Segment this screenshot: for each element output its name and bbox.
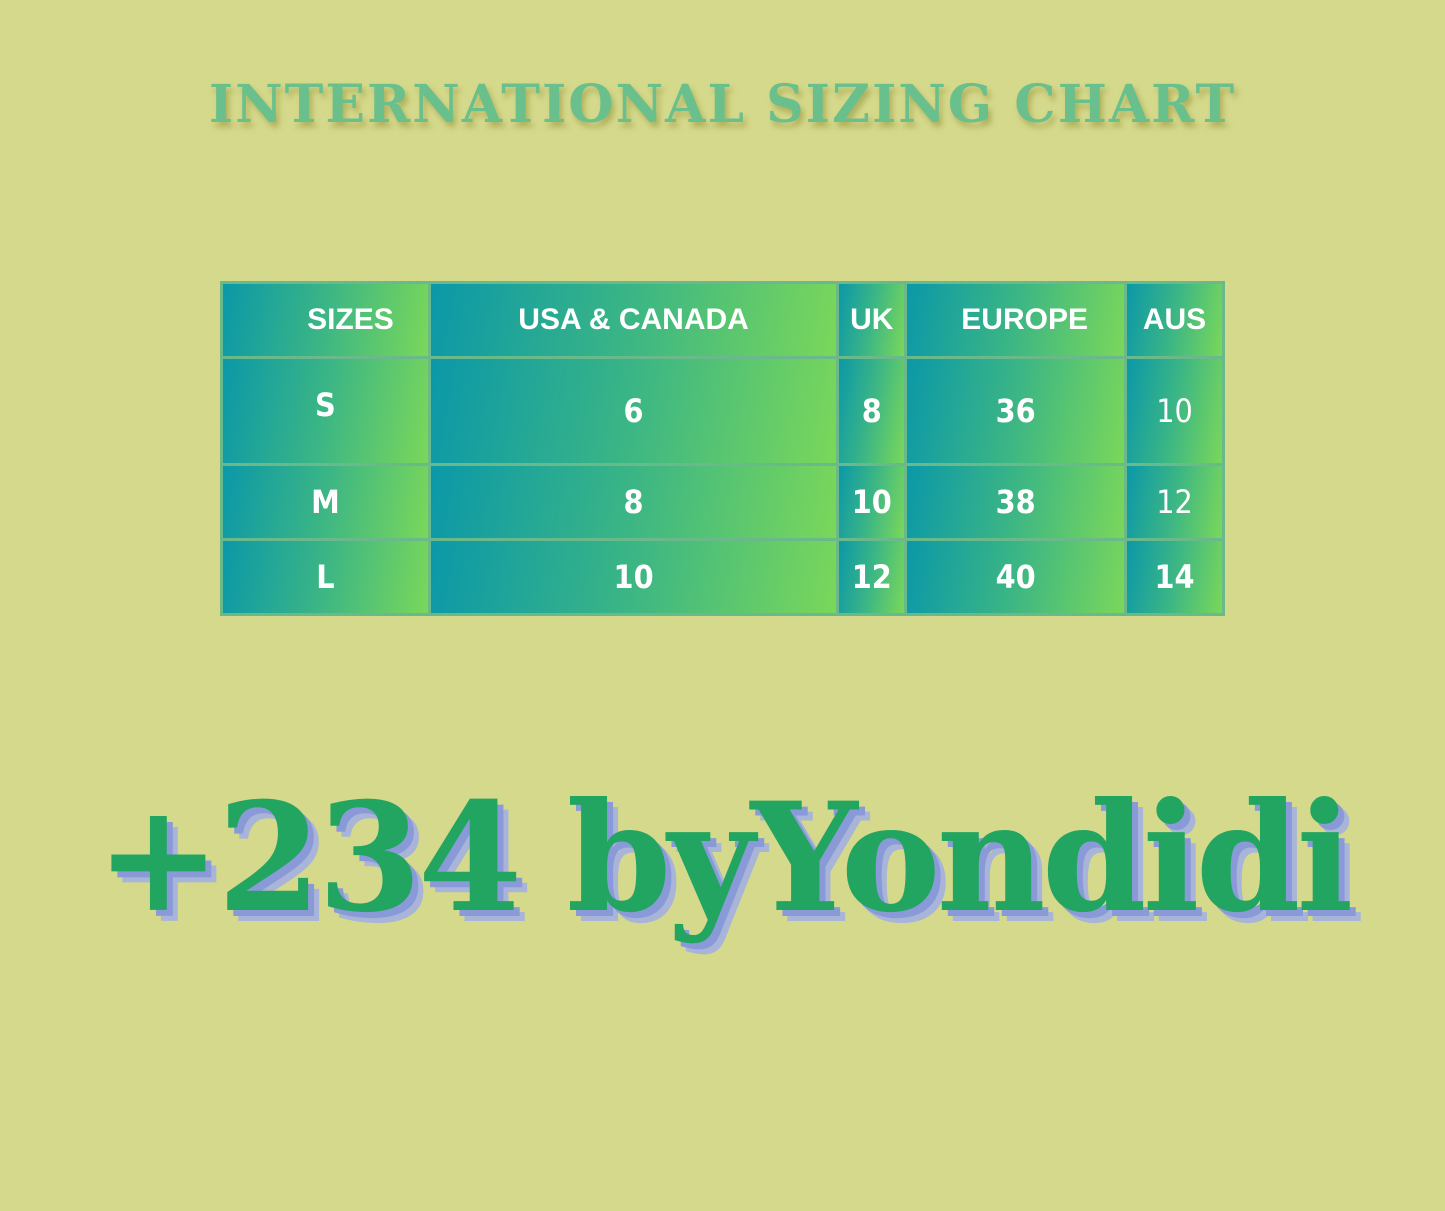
table-row: S 6 8 36 10 <box>223 359 1222 463</box>
cell: 10 <box>839 466 905 538</box>
cell: 10 <box>430 541 837 613</box>
cell: 8 <box>839 359 905 463</box>
cell: 12 <box>1127 466 1222 538</box>
sizing-table: SIZES USA & CANADA UK EUROPE AUS S 6 8 3… <box>220 281 1225 616</box>
table-header-row: SIZES USA & CANADA UK EUROPE AUS <box>223 284 1222 356</box>
cell: 12 <box>839 541 905 613</box>
cell: L <box>223 541 428 613</box>
cell: 38 <box>907 466 1125 538</box>
cell: 36 <box>907 359 1125 463</box>
cell: 14 <box>1127 541 1222 613</box>
header-aus: AUS <box>1127 284 1222 356</box>
cell: 8 <box>430 466 837 538</box>
header-sizes: SIZES <box>223 284 428 356</box>
cell: 10 <box>1127 359 1222 463</box>
header-europe: EUROPE <box>907 284 1125 356</box>
table-row: M 8 10 38 12 <box>223 466 1222 538</box>
page-title: International Sizing Chart <box>208 74 1237 135</box>
cell: 6 <box>430 359 837 463</box>
table-row: L 10 12 40 14 <box>223 541 1222 613</box>
header-usa-canada: USA & CANADA <box>430 284 837 356</box>
header-uk: UK <box>839 284 905 356</box>
cell: M <box>223 466 428 538</box>
brand-wordmark: +234 byYondidi <box>95 770 1354 946</box>
cell: S <box>223 359 428 463</box>
cell: 40 <box>907 541 1125 613</box>
